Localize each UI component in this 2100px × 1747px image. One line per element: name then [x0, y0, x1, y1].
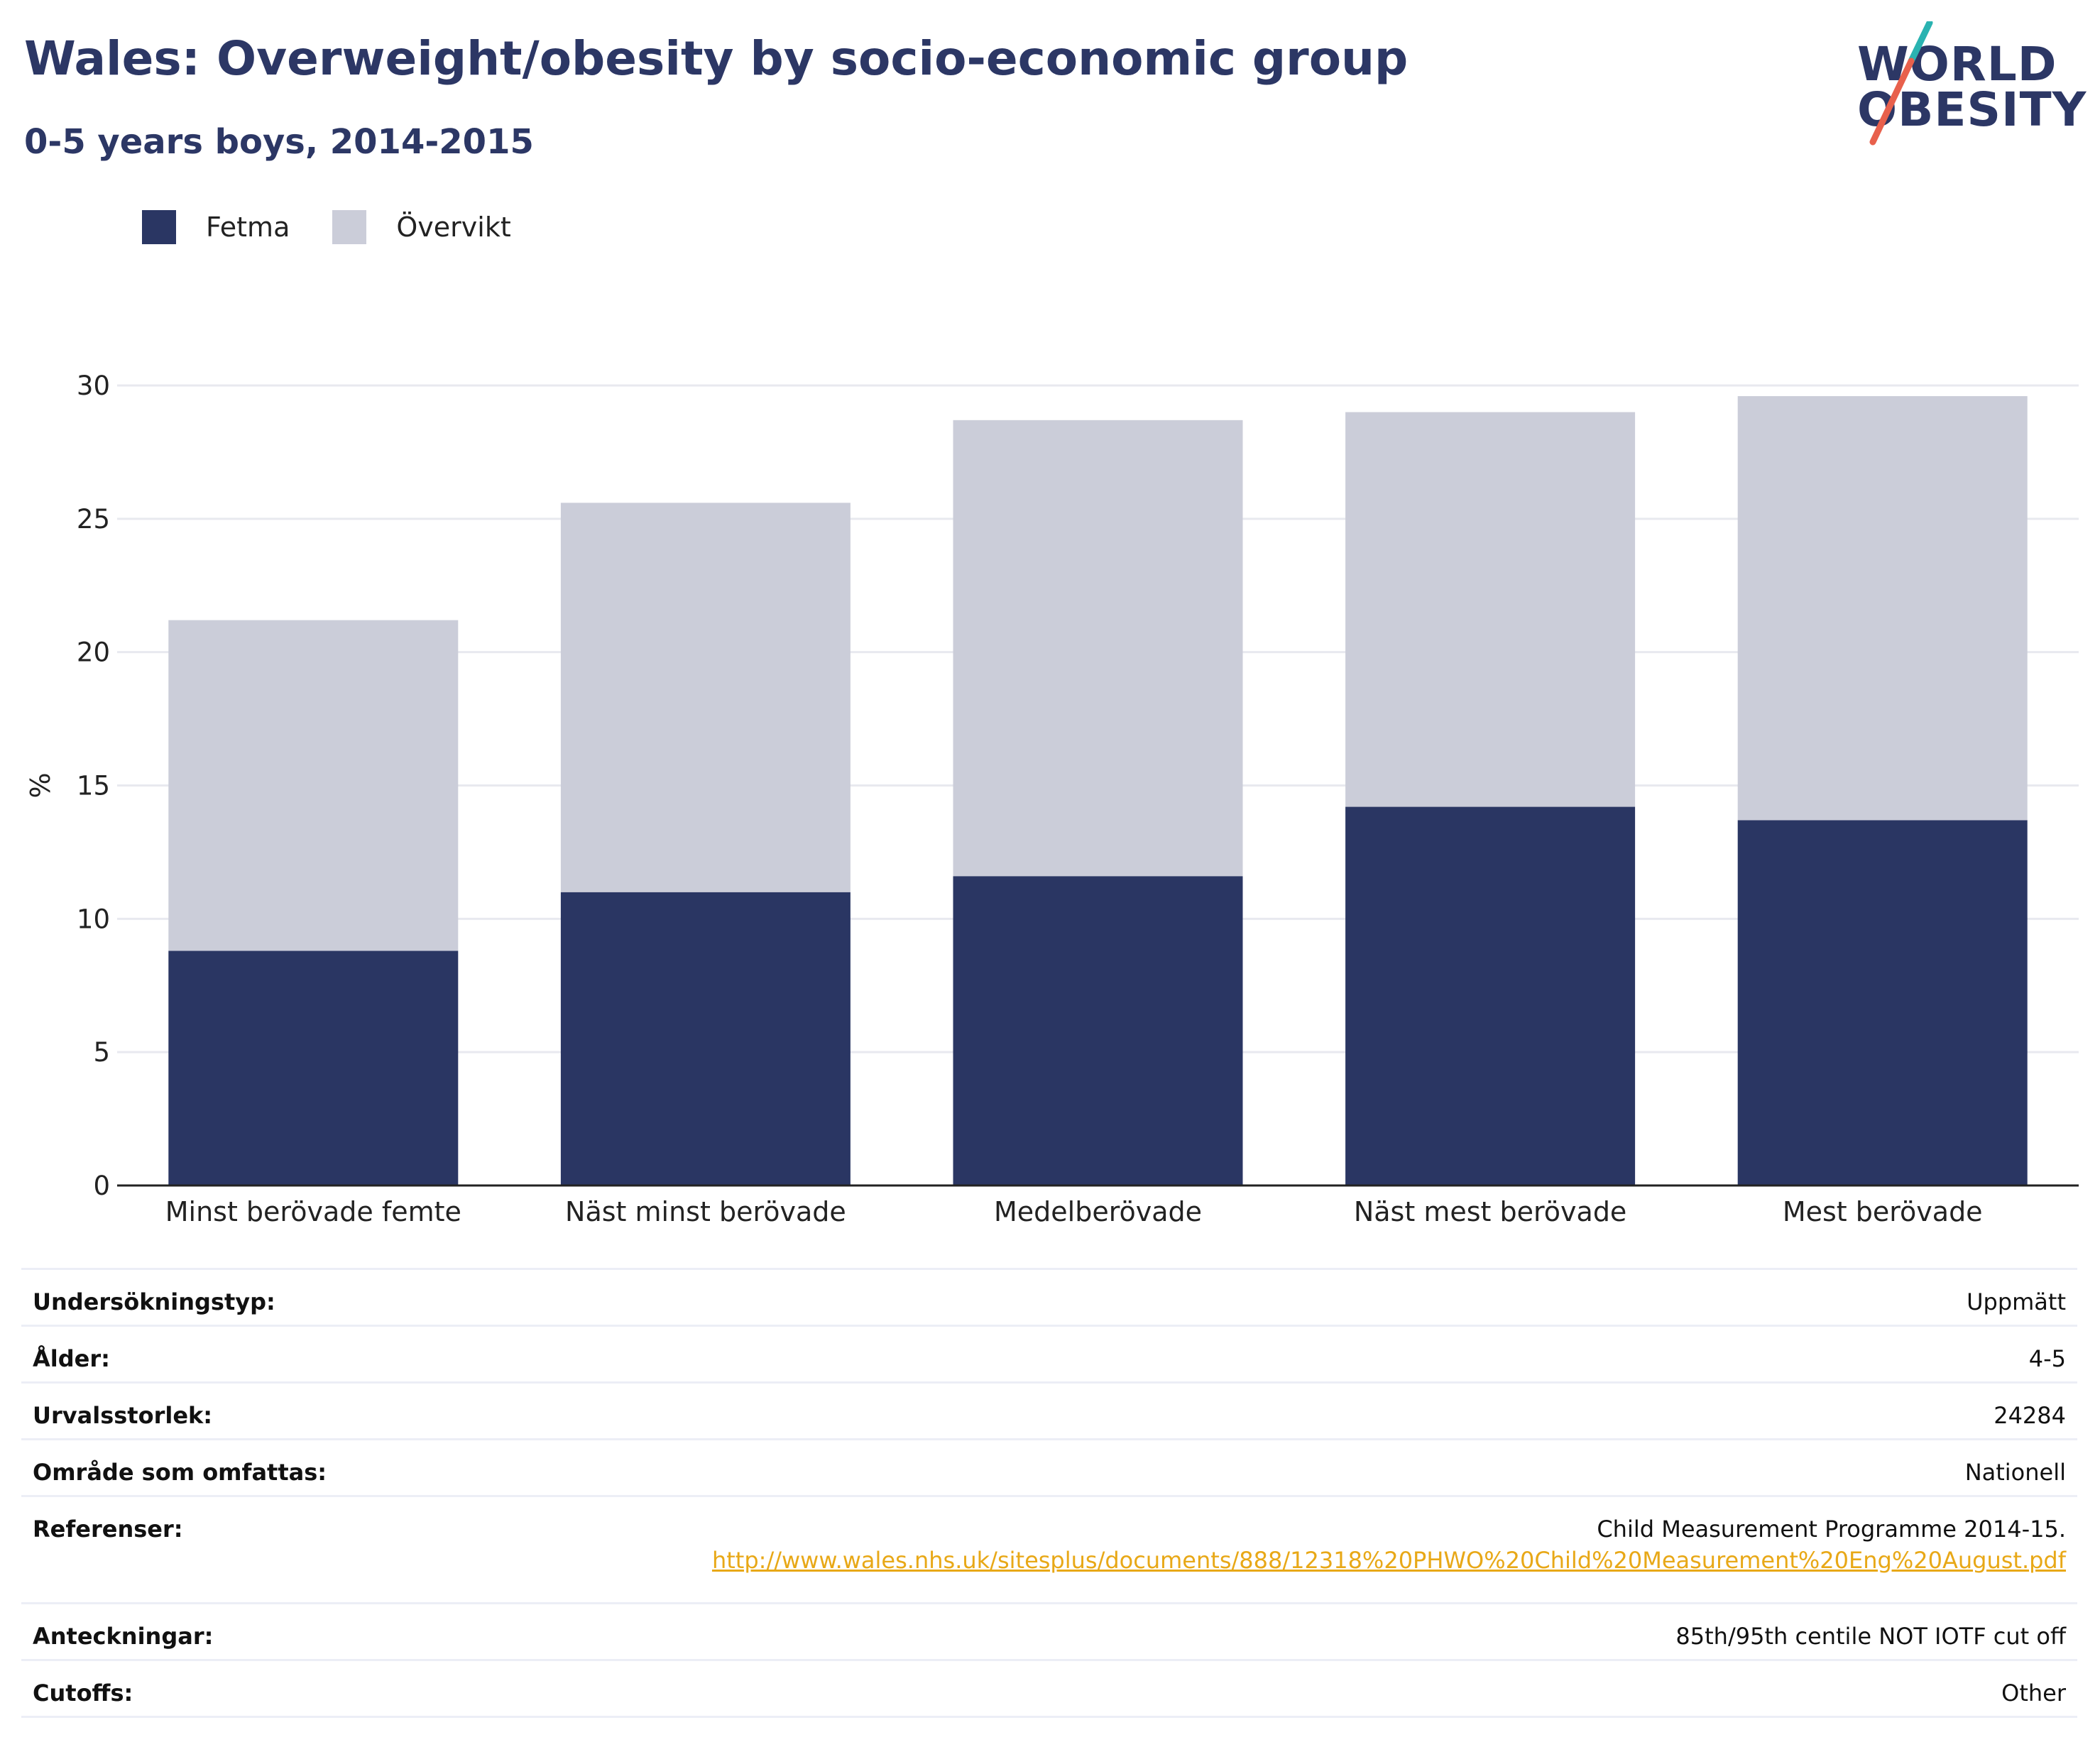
legend-item-overvikt[interactable]: Övervikt — [332, 210, 511, 244]
x-tick-label: Mest berövade — [1783, 1196, 1983, 1227]
legend-label-fetma: Fetma — [206, 212, 290, 243]
chart-subtitle: 0-5 years boys, 2014-2015 — [24, 122, 534, 162]
y-tick-label: 25 — [77, 504, 110, 535]
info-value-age: 4-5 — [405, 1325, 2077, 1383]
info-row: Undersökningstyp: Uppmätt — [21, 1268, 2077, 1326]
bar-fetma — [1737, 820, 2028, 1185]
x-tick-label: Minst berövade femte — [165, 1196, 461, 1227]
x-tick-label: Näst minst berövade — [565, 1196, 846, 1227]
info-key-age: Ålder: — [21, 1325, 406, 1383]
info-row-references: Referenser: Child Measurement Programme … — [21, 1495, 2077, 1604]
info-value-sample-size: 24284 — [405, 1381, 2077, 1440]
reference-text: Child Measurement Programme 2014-15. — [1597, 1516, 2066, 1543]
bar-fetma — [560, 892, 851, 1185]
bar-overvikt — [1345, 412, 1636, 807]
info-key-notes: Anteckningar: — [21, 1602, 406, 1660]
metadata-table: Undersökningstyp: Uppmätt Ålder: 4-5 Urv… — [21, 1268, 2077, 1718]
bar-fetma — [168, 951, 459, 1185]
y-axis-label: % — [25, 772, 56, 798]
y-tick-label: 10 — [77, 904, 110, 934]
y-tick-label: 0 — [93, 1171, 110, 1201]
logo-slash-icon — [1869, 21, 1933, 146]
info-row: Ålder: 4-5 — [21, 1325, 2077, 1383]
chart-legend: Fetma Övervikt — [142, 210, 554, 244]
legend-swatch-overvikt — [332, 210, 367, 244]
bar-overvikt — [1737, 396, 2028, 821]
reference-link[interactable]: http://www.wales.nhs.uk/sitesplus/docume… — [711, 1547, 2066, 1574]
x-tick-label: Näst mest berövade — [1354, 1196, 1626, 1227]
info-value-area: Nationell — [405, 1438, 2077, 1496]
world-obesity-logo[interactable]: WORLD OBESITY — [1846, 21, 2087, 156]
stacked-bar-chart: 0 5 10 15 20 25 30% Minst berövade femte Näst mi… — [25, 371, 2079, 1227]
info-value-cutoffs: Other — [405, 1659, 2077, 1718]
info-row: Område som omfattas: Nationell — [21, 1438, 2077, 1496]
y-tick-label: 5 — [93, 1037, 110, 1068]
bar-overvikt — [953, 420, 1243, 877]
bar-overvikt — [560, 503, 851, 892]
info-row: Urvalsstorlek: 24284 — [21, 1381, 2077, 1440]
bar-overvikt — [168, 620, 459, 951]
legend-item-fetma[interactable]: Fetma — [142, 210, 290, 244]
bar-fetma — [953, 876, 1243, 1185]
legend-swatch-fetma — [142, 210, 176, 244]
x-tick-label: Medelberövade — [994, 1196, 1202, 1227]
y-tick-label: 15 — [77, 771, 110, 801]
info-key-area: Område som omfattas: — [21, 1438, 406, 1496]
info-value-references: Child Measurement Programme 2014-15. htt… — [405, 1495, 2077, 1604]
info-key-references: Referenser: — [21, 1495, 406, 1604]
y-tick-label: 20 — [77, 637, 110, 668]
info-value-notes: 85th/95th centile NOT IOTF cut off — [405, 1602, 2077, 1660]
bar-fetma — [1345, 806, 1636, 1185]
info-key-survey-type: Undersökningstyp: — [21, 1268, 406, 1326]
info-row: Anteckningar: 85th/95th centile NOT IOTF… — [21, 1602, 2077, 1660]
logo-line-1: WORLD — [1857, 37, 2057, 92]
info-key-cutoffs: Cutoffs: — [21, 1659, 406, 1718]
info-row: Cutoffs: Other — [21, 1659, 2077, 1718]
info-key-sample-size: Urvalsstorlek: — [21, 1381, 406, 1440]
y-tick-label: 30 — [77, 371, 110, 401]
legend-label-overvikt: Övervikt — [396, 212, 511, 243]
info-value-survey-type: Uppmätt — [405, 1268, 2077, 1326]
chart-title: Wales: Overweight/obesity by socio-econo… — [24, 31, 1409, 86]
